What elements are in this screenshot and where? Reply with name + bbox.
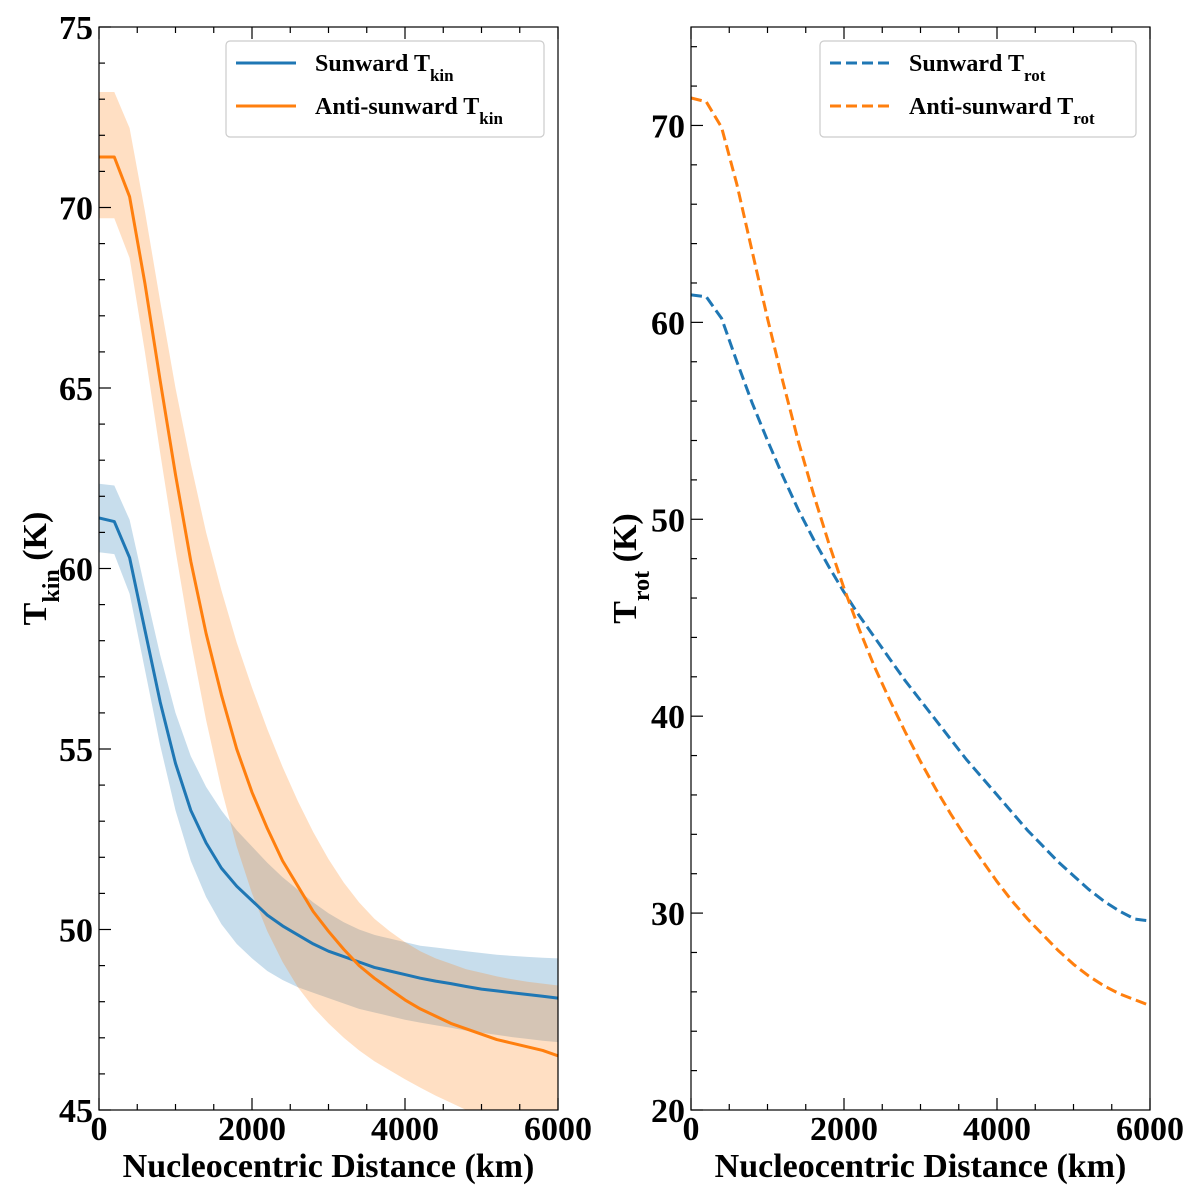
left-y-tick-label: 70 [59,191,93,228]
left-x-tick-label: 4000 [371,1111,439,1148]
right-x-tick-label: 0 [683,1111,700,1148]
left-y-tick-label: 50 [59,913,93,950]
left-x-axis-label: Nucleocentric Distance (km) [123,1148,535,1185]
right-y-tick-label: 50 [651,502,685,539]
right-x-tick-label: 2000 [810,1111,878,1148]
left-legend-label-1: Anti-sunward Tkin [315,94,503,128]
left-panel: 0 2000 4000 6000 45 50 55 60 65 70 75 Nucleocentric… [17,10,592,1185]
right-legend-label-1: Anti-sunward Trot [909,94,1095,128]
right-panel: 0 2000 4000 6000 20 30 40 50 60 70 Nucleocentric D… [607,26,1184,1185]
right-x-axis-label: Nucleocentric Distance (km) [715,1148,1127,1185]
left-y-tick-label: 60 [59,552,93,589]
left-legend-box [225,40,545,138]
left-y-axis-label: Tkin (K) [17,512,65,626]
right-legend: Sunward Trot Anti-sunward Trot [819,40,1137,138]
right-y-tick-label: 40 [651,699,685,736]
right-series-line-0 [691,293,1150,923]
right-y-tick-label: 30 [651,896,685,933]
right-y-axis-label: Trot (K) [607,513,655,624]
left-legend: Sunward Tkin Anti-sunward Tkin [225,40,545,138]
left-plot-area [99,92,558,1110]
right-x-tick-label: 4000 [963,1111,1031,1148]
right-plot-area [691,96,1150,1007]
right-y-tick-label: 60 [651,305,685,342]
left-y-tick-label: 65 [59,371,93,408]
left-y-tick-label: 75 [59,10,93,47]
left-legend-label-0: Sunward Tkin [315,51,454,85]
left-y-tick-label: 55 [59,732,93,769]
right-legend-box [819,40,1137,138]
left-series-line-0 [99,516,558,1000]
left-x-tick-label: 6000 [524,1111,592,1148]
left-band-1 [99,92,558,1110]
right-y-tick-label: 70 [651,108,685,145]
right-legend-label-0: Sunward Trot [909,51,1046,85]
left-x-tick-label: 2000 [218,1111,286,1148]
left-series-line-1 [99,155,558,1058]
right-x-tick-label: 6000 [1116,1111,1184,1148]
right-y-tick-label: 20 [651,1093,685,1130]
left-x-tick-label: 0 [91,1111,108,1148]
right-axes-frame [690,26,1151,1111]
left-band-0 [99,483,558,1043]
right-series-line-1 [691,96,1150,1007]
left-y-tick-label: 45 [59,1093,93,1130]
